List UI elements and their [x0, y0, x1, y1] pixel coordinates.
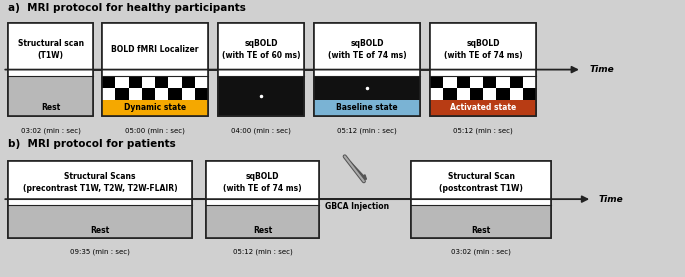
Text: a)  MRI protocol for healthy participants: a) MRI protocol for healthy participants: [8, 3, 246, 14]
Text: sqBOLD
(with TE of 74 ms): sqBOLD (with TE of 74 ms): [444, 39, 523, 60]
Text: Rest: Rest: [253, 226, 272, 235]
Bar: [430, 76, 536, 99]
Text: sqBOLD
(with TE of 74 ms): sqBOLD (with TE of 74 ms): [223, 173, 301, 193]
Bar: [314, 23, 420, 116]
Bar: [510, 88, 523, 99]
Bar: [169, 76, 182, 88]
Text: 03:02 (min : sec): 03:02 (min : sec): [451, 249, 511, 255]
Text: Rest: Rest: [41, 104, 60, 112]
Bar: [206, 204, 319, 238]
Bar: [129, 76, 142, 88]
Bar: [510, 76, 523, 88]
Bar: [8, 23, 93, 116]
Bar: [102, 23, 208, 76]
Bar: [443, 76, 457, 88]
Text: Dynamic state: Dynamic state: [124, 104, 186, 112]
Bar: [523, 76, 536, 88]
Bar: [102, 99, 208, 116]
Bar: [430, 23, 536, 76]
Text: Time: Time: [590, 65, 614, 74]
Bar: [8, 161, 192, 204]
Text: Structural Scans
(precontrast T1W, T2W, T2W-FLAIR): Structural Scans (precontrast T1W, T2W, …: [23, 173, 177, 193]
Bar: [142, 88, 155, 99]
Bar: [483, 88, 497, 99]
Bar: [102, 23, 208, 116]
Text: 09:35 (min : sec): 09:35 (min : sec): [70, 249, 130, 255]
Bar: [182, 76, 195, 88]
Bar: [155, 88, 169, 99]
Bar: [206, 161, 319, 238]
Text: GBCA Injection: GBCA Injection: [325, 202, 389, 211]
Bar: [219, 76, 303, 116]
Text: Rest: Rest: [471, 226, 490, 235]
Bar: [411, 161, 551, 238]
Bar: [470, 88, 483, 99]
Bar: [411, 204, 551, 238]
Bar: [483, 76, 497, 88]
Bar: [430, 99, 536, 116]
Bar: [102, 76, 208, 99]
Text: 05:12 (min : sec): 05:12 (min : sec): [337, 127, 397, 134]
Bar: [102, 88, 115, 99]
Text: sqBOLD
(with TE of 74 ms): sqBOLD (with TE of 74 ms): [327, 39, 406, 60]
Bar: [219, 23, 303, 76]
Bar: [470, 76, 483, 88]
Text: Activated state: Activated state: [450, 104, 516, 112]
Bar: [115, 76, 129, 88]
Bar: [8, 76, 93, 116]
Bar: [169, 88, 182, 99]
Bar: [497, 88, 510, 99]
Bar: [8, 204, 192, 238]
Bar: [142, 76, 155, 88]
Text: Baseline state: Baseline state: [336, 104, 398, 112]
Bar: [411, 161, 551, 204]
Text: 05:00 (min : sec): 05:00 (min : sec): [125, 127, 185, 134]
Bar: [411, 161, 551, 238]
Text: Time: Time: [599, 195, 623, 204]
Bar: [206, 161, 319, 204]
Text: 05:12 (min : sec): 05:12 (min : sec): [453, 127, 513, 134]
Bar: [206, 161, 319, 238]
Bar: [195, 76, 208, 88]
Text: sqBOLD
(with TE of 60 ms): sqBOLD (with TE of 60 ms): [222, 39, 300, 60]
Bar: [129, 88, 142, 99]
Bar: [497, 76, 510, 88]
Bar: [102, 76, 115, 88]
Bar: [195, 88, 208, 99]
Bar: [430, 76, 443, 88]
Text: b)  MRI protocol for patients: b) MRI protocol for patients: [8, 138, 175, 148]
Bar: [443, 88, 457, 99]
Text: 03:02 (min : sec): 03:02 (min : sec): [21, 127, 81, 134]
Text: Structural scan
(T1W): Structural scan (T1W): [18, 39, 84, 60]
Bar: [457, 88, 470, 99]
Bar: [457, 76, 470, 88]
Bar: [219, 23, 303, 116]
Bar: [102, 23, 208, 116]
Bar: [8, 23, 93, 116]
Bar: [430, 23, 536, 116]
Bar: [314, 99, 420, 116]
Bar: [430, 88, 443, 99]
Text: Structural Scan
(postcontrast T1W): Structural Scan (postcontrast T1W): [439, 173, 523, 193]
Bar: [430, 23, 536, 116]
Bar: [8, 161, 192, 238]
Bar: [314, 23, 420, 116]
Bar: [523, 88, 536, 99]
Text: Rest: Rest: [90, 226, 110, 235]
Bar: [314, 23, 420, 76]
Bar: [8, 161, 192, 238]
Bar: [219, 23, 303, 116]
Text: 04:00 (min : sec): 04:00 (min : sec): [231, 127, 291, 134]
Bar: [115, 88, 129, 99]
Text: 05:12 (min : sec): 05:12 (min : sec): [232, 249, 292, 255]
Bar: [314, 76, 420, 99]
Bar: [8, 23, 93, 76]
Bar: [182, 88, 195, 99]
Bar: [155, 76, 169, 88]
Text: BOLD fMRI Localizer: BOLD fMRI Localizer: [112, 45, 199, 54]
